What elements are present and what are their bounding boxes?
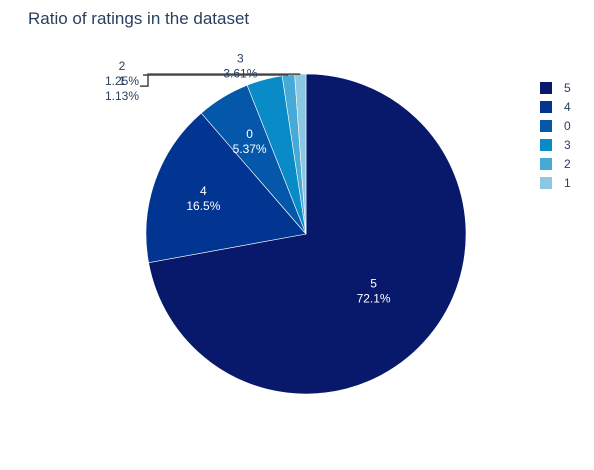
pie-slices [145, 73, 467, 395]
chart-title: Ratio of ratings in the dataset [28, 9, 249, 28]
legend-swatch-4[interactable] [540, 101, 552, 113]
slice-value-label-5: 72.1% [357, 291, 391, 305]
slice-value-label-1: 1.13% [105, 89, 139, 103]
pie-labels: 572.1% 416.5% 05.37% 33.61% 21.25%11.13% [105, 52, 391, 306]
legend: 5 4 0 3 2 1 [540, 81, 571, 190]
slice-category-label-4: 4 [200, 184, 207, 198]
leader-line-1 [140, 73, 301, 87]
legend-swatch-2[interactable] [540, 158, 552, 170]
slice-category-label-0: 0 [246, 127, 253, 141]
legend-label-5[interactable]: 5 [564, 81, 571, 95]
legend-label-0[interactable]: 0 [564, 119, 571, 133]
slice-value-label-2: 1.25% [105, 74, 139, 88]
pie-slice-5[interactable] [148, 73, 467, 395]
legend-label-2[interactable]: 2 [564, 157, 571, 171]
slice-category-label-3: 3 [237, 52, 244, 66]
legend-label-3[interactable]: 3 [564, 138, 571, 152]
legend-swatch-1[interactable] [540, 177, 552, 189]
legend-label-4[interactable]: 4 [564, 100, 571, 114]
slice-value-label-4: 16.5% [186, 199, 220, 213]
legend-swatch-0[interactable] [540, 120, 552, 132]
legend-label-1[interactable]: 1 [564, 176, 571, 190]
pie-slice-4[interactable] [145, 112, 307, 264]
slice-category-label-1: 1 [119, 74, 126, 88]
pie-leader-lines [140, 73, 301, 87]
legend-swatch-5[interactable] [540, 82, 552, 94]
slice-category-label-5: 5 [370, 276, 377, 290]
slice-value-label-3: 3.61% [223, 67, 257, 81]
slice-category-label-2: 2 [119, 59, 126, 73]
legend-swatch-3[interactable] [540, 139, 552, 151]
slice-value-label-0: 5.37% [233, 142, 267, 156]
